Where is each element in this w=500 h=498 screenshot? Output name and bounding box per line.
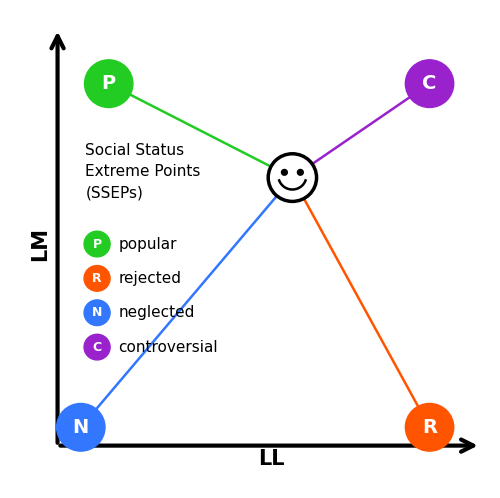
- Circle shape: [56, 403, 105, 451]
- Point: [426, 423, 434, 431]
- Text: N: N: [92, 306, 102, 319]
- Circle shape: [406, 60, 454, 108]
- Circle shape: [84, 334, 110, 360]
- Circle shape: [282, 169, 288, 175]
- Circle shape: [84, 60, 133, 108]
- Circle shape: [298, 169, 304, 175]
- Text: P: P: [102, 74, 116, 93]
- Text: controversial: controversial: [118, 340, 218, 355]
- Circle shape: [84, 300, 110, 326]
- Text: LM: LM: [30, 227, 50, 261]
- Circle shape: [84, 265, 110, 291]
- Text: N: N: [72, 418, 89, 437]
- Text: neglected: neglected: [118, 305, 195, 320]
- Point: [77, 423, 85, 431]
- Text: R: R: [422, 418, 437, 437]
- Text: LL: LL: [258, 449, 284, 469]
- Point: [104, 80, 112, 88]
- Text: R: R: [92, 272, 102, 285]
- Point: [426, 80, 434, 88]
- Circle shape: [406, 403, 454, 451]
- Text: Social Status
Extreme Points
(SSEPs): Social Status Extreme Points (SSEPs): [86, 143, 201, 200]
- Text: C: C: [92, 341, 102, 354]
- Text: P: P: [92, 238, 102, 250]
- Text: C: C: [422, 74, 436, 93]
- Text: rejected: rejected: [118, 271, 182, 286]
- Text: popular: popular: [118, 237, 177, 251]
- Circle shape: [268, 154, 316, 201]
- Circle shape: [84, 231, 110, 257]
